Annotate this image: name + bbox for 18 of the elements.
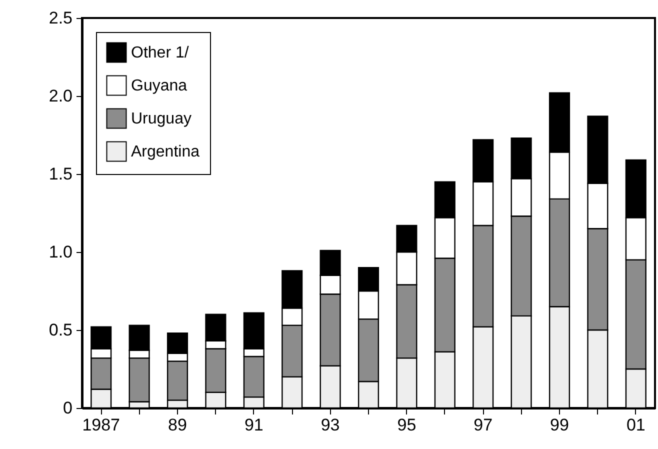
legend-label: Guyana xyxy=(131,78,188,94)
y-tick-label: 1.0 xyxy=(48,242,72,262)
legend-label: Argentina xyxy=(131,144,200,160)
y-tick-label: 2.0 xyxy=(48,86,72,106)
x-tick-label: 1987 xyxy=(82,416,120,434)
legend-label: Uruguay xyxy=(131,110,192,128)
x-tick-label: 91 xyxy=(244,416,264,434)
x-tick-label: 93 xyxy=(320,416,340,434)
x-tick-label: 95 xyxy=(397,416,416,434)
x-tick-label: 89 xyxy=(168,416,187,434)
x-tick-label: 97 xyxy=(474,416,493,434)
y-tick-label: 1.5 xyxy=(48,164,72,184)
y-tick-label: 2.5 xyxy=(48,8,72,28)
y-tick-label: 0 xyxy=(63,398,72,418)
legend-label: Other 1/ xyxy=(131,44,190,62)
x-tick-label: 01 xyxy=(626,416,646,434)
x-tick-label: 99 xyxy=(550,416,569,434)
y-tick-label: 0.5 xyxy=(48,320,72,340)
